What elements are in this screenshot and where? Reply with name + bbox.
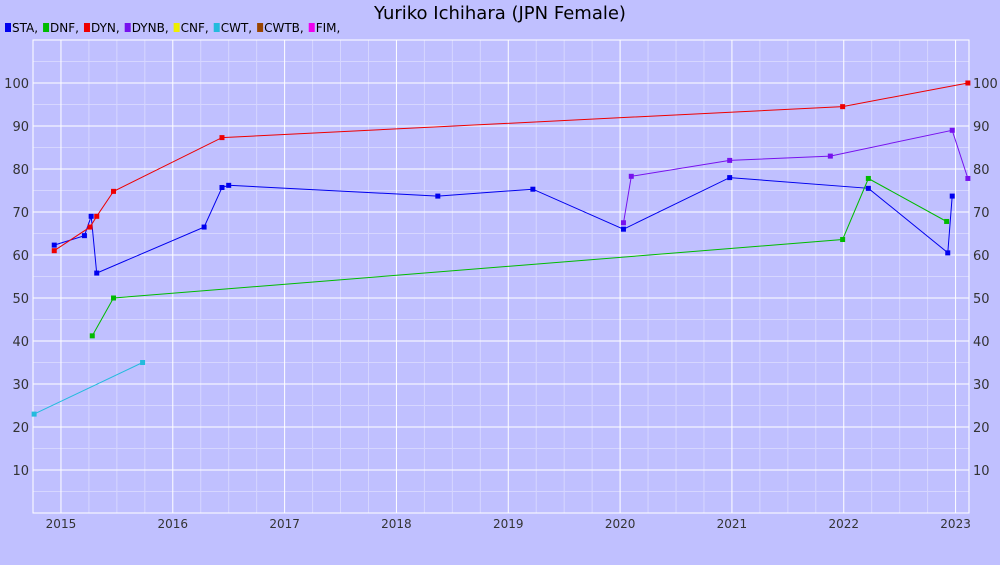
x-tick-label: 2021: [717, 517, 748, 531]
x-axis-ticks: 2015 2016 2017 2018 2019 2020 2021 2022 2023: [46, 517, 971, 531]
y-tick-label-left: 10: [12, 464, 29, 479]
y-tick-label-right: 40: [973, 335, 990, 350]
y-tick-label-right: 10: [973, 464, 990, 479]
legend-label: CNF,: [181, 21, 209, 35]
y-tick-label-left: 50: [12, 292, 29, 307]
y-tick-label-left: 70: [12, 206, 29, 221]
legend-label: DYN,: [91, 21, 120, 35]
data-point: [226, 182, 232, 188]
data-point: [949, 127, 955, 133]
legend-swatch: [213, 23, 220, 32]
data-point: [140, 360, 146, 365]
data-point: [827, 153, 833, 159]
y-tick-label-right: 70: [973, 206, 990, 221]
series-layer: [31, 80, 971, 417]
y-tick-label-left: 30: [12, 378, 29, 393]
x-tick-label: 2016: [158, 517, 189, 531]
data-point: [865, 185, 871, 191]
y-tick-label-left: 100: [4, 77, 29, 92]
series-dynb: [620, 127, 971, 226]
legend-label: DYNB,: [132, 21, 169, 35]
y-tick-label-left: 80: [12, 163, 29, 178]
y-tick-label-right: 30: [973, 378, 990, 393]
legend-label: DNF,: [50, 21, 79, 35]
legend-swatch: [173, 23, 180, 32]
series-dnf: [89, 175, 950, 339]
legend: STA, DNF, DYN, DYNB, CNF, CWT, CWTB, FIM,: [5, 21, 340, 35]
data-point: [94, 270, 100, 276]
y-tick-label-left: 20: [12, 421, 29, 436]
legend-swatch: [124, 23, 131, 32]
data-point: [89, 333, 95, 339]
y-tick-label-right: 80: [973, 163, 990, 178]
data-point: [944, 218, 950, 224]
data-point: [88, 213, 94, 219]
data-point: [840, 237, 846, 243]
data-point: [945, 250, 951, 256]
data-point: [201, 224, 207, 230]
legend-swatch: [43, 23, 50, 32]
y-axis-right-ticks: 10 20 30 40 50 60 70 80 90 100: [973, 77, 998, 479]
legend-label: STA,: [12, 21, 38, 35]
data-point: [865, 175, 871, 181]
data-point: [111, 295, 117, 301]
x-tick-label: 2018: [381, 517, 412, 531]
data-point: [51, 248, 57, 254]
y-tick-label-right: 20: [973, 421, 990, 436]
x-tick-label: 2020: [605, 517, 636, 531]
legend-label: CWT,: [221, 21, 252, 35]
y-axis-left-ticks: 10 20 30 40 50 60 70 80 90 100: [4, 77, 29, 479]
series-line: [623, 129, 969, 223]
data-point: [620, 220, 626, 226]
series-dyn: [51, 80, 971, 254]
y-tick-label-right: 100: [973, 77, 998, 92]
data-point: [435, 193, 441, 199]
x-tick-label: 2023: [940, 517, 971, 531]
legend-swatch: [83, 23, 90, 32]
y-tick-label-left: 90: [12, 120, 29, 135]
data-point: [94, 213, 100, 219]
y-tick-label-left: 60: [12, 249, 29, 264]
series-cwt: [31, 360, 146, 417]
series-line: [33, 362, 143, 415]
data-point: [31, 411, 37, 417]
data-point: [81, 233, 87, 239]
data-point: [840, 104, 846, 110]
legend-swatch: [257, 23, 264, 32]
data-point: [727, 157, 733, 163]
x-tick-label: 2015: [46, 517, 77, 531]
y-tick-label-left: 40: [12, 335, 29, 350]
data-point: [530, 186, 536, 192]
data-point: [219, 135, 225, 141]
chart-title: Yuriko Ichihara (JPN Female): [373, 3, 626, 24]
data-point: [51, 242, 57, 248]
data-point: [727, 175, 733, 181]
legend-swatch: [5, 23, 11, 32]
data-point: [965, 80, 971, 86]
data-point: [111, 188, 117, 194]
x-tick-label: 2017: [269, 517, 300, 531]
data-point: [620, 226, 626, 232]
data-point: [219, 184, 225, 190]
legend-label: FIM,: [316, 21, 341, 35]
x-tick-label: 2022: [828, 517, 859, 531]
y-tick-label-right: 50: [973, 292, 990, 307]
legend-swatch: [308, 23, 315, 32]
plot-border: [32, 39, 970, 514]
y-tick-label-right: 90: [973, 120, 990, 135]
grid-lines: [33, 40, 969, 513]
x-tick-label: 2019: [493, 517, 524, 531]
legend-label: CWTB,: [264, 21, 304, 35]
data-point: [965, 175, 971, 181]
data-point: [949, 193, 955, 199]
data-point: [628, 173, 634, 179]
y-tick-label-right: 60: [973, 249, 990, 264]
data-point: [87, 224, 93, 230]
